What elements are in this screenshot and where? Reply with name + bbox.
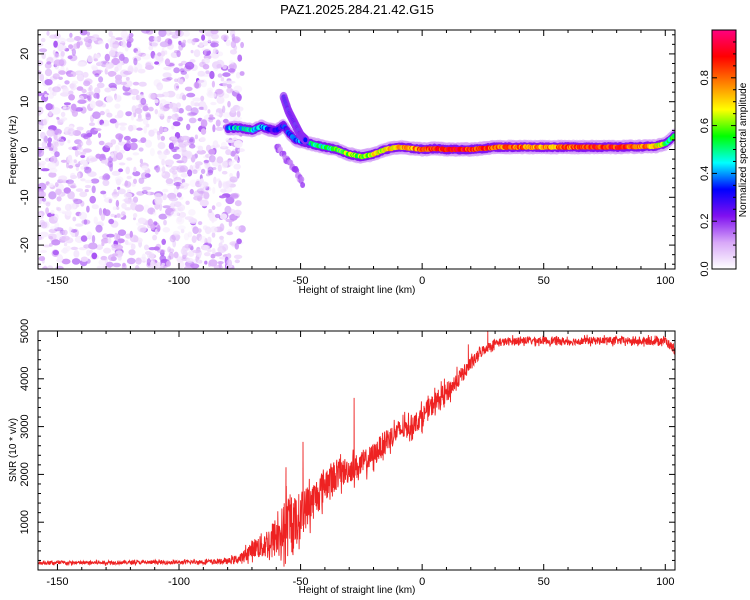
snr-xlabel: Height of straight line (km) [299,585,416,596]
x-tick-label: 50 [538,275,550,287]
snr-frame [37,330,676,571]
snr-panel: -150 -100 -50 0 50 100 1000 2000 3000 4000 5000 He… [8,319,676,596]
snr-ylabel: SNR (10 * v/v) [8,418,19,482]
y-tick-label: 4000 [19,367,31,391]
spectrogram-xlabel: Height of straight line (km) [299,285,416,296]
chart-title: PAZ1.2025.284.21.42.G15 [280,2,434,17]
snr-series-line [38,331,675,567]
y-tick-label: 1000 [19,510,31,534]
y-tick-label: -10 [19,189,31,205]
x-tick-label: -100 [168,576,190,588]
x-tick-label: -100 [168,275,190,287]
spectrogram-ylabel: Frequency (Hz) [8,116,19,185]
colorbar-tick-label: 0.2 [699,214,711,229]
y-tick-label: 3000 [19,414,31,438]
colorbar-tick-label: 0.6 [699,118,711,133]
y-tick-label: 0 [19,146,31,152]
colorbar-tick-label: 0.8 [699,70,711,85]
y-tick-label: 20 [19,48,31,60]
spectrogram-falling-branch [273,143,306,188]
colorbar-ticks: 0.0 0.2 0.4 0.6 0.8 [699,41,736,277]
y-tick-label: 2000 [19,462,31,486]
colorbar-label: Normalized spectral amplitude [738,82,749,217]
x-tick-label: 100 [656,275,674,287]
y-tick-label: -20 [19,237,31,253]
x-tick-label: 0 [419,576,425,588]
spectrogram-plot-area [38,30,675,269]
x-tick-label: -50 [293,576,309,588]
x-tick-label: 50 [538,576,550,588]
y-tick-label: 5000 [19,319,31,343]
spectrogram-secondary-branch [279,91,310,145]
x-tick-label: -50 [293,275,309,287]
spectrogram-noise [38,30,246,269]
colorbar-tick-label: 0.0 [699,261,711,276]
snr-axes: -150 -100 -50 0 50 100 1000 2000 3000 4000 5000 [19,319,675,588]
colorbar: 0.0 0.2 0.4 0.6 0.8 Normalized spectral ampl… [699,29,749,277]
colorbar-gradient [711,29,737,270]
x-tick-label: -150 [46,275,68,287]
snr-plot-area [38,331,675,567]
y-tick-label: 10 [19,96,31,108]
x-tick-label: 100 [656,576,674,588]
x-tick-label: 0 [419,275,425,287]
colorbar-tick-label: 0.4 [699,166,711,181]
x-tick-label: -150 [46,576,68,588]
